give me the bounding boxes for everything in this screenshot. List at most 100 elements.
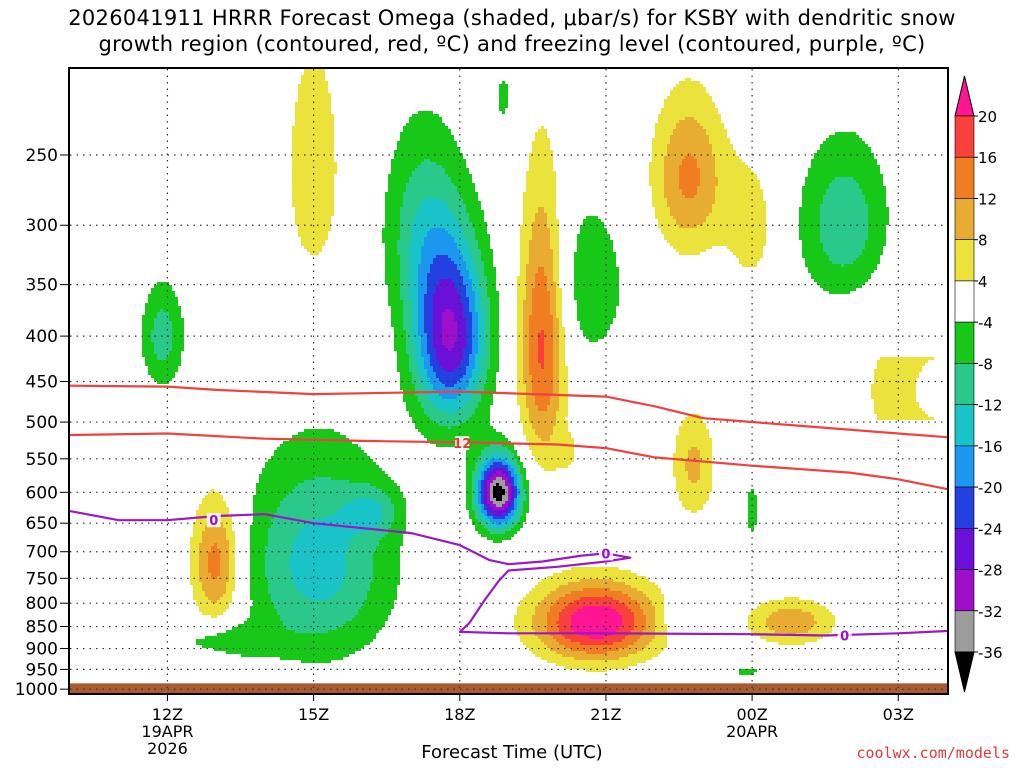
omega-cell [484,384,496,387]
omega-cell [496,471,502,474]
omega-cell [217,516,232,519]
omega-cell [436,357,463,360]
omega-cell [526,396,535,399]
omega-cell [799,222,820,225]
omega-cell [517,306,523,309]
omega-cell [220,549,229,552]
omega-cell [436,372,466,375]
omega-cell [688,456,700,459]
omega-cell [559,372,568,375]
omega-cell [694,195,715,198]
omega-cell [529,372,553,375]
omega-cell [556,282,559,285]
omega-cell [460,300,469,303]
omega-cell [706,129,727,132]
omega-cell [532,141,550,144]
omega-cell [346,552,373,555]
omega-cell [409,291,418,294]
omega-cell [556,291,562,294]
omega-cell [442,318,454,321]
omega-cell [142,327,154,330]
omega-cell [538,354,544,357]
omega-cell [172,345,184,348]
omega-cell [526,189,556,192]
omega-cell [418,429,496,432]
omega-cell [478,330,484,333]
omega-cell [532,450,574,453]
omega-cell [292,183,334,186]
omega-cell [403,192,460,195]
omega-cell [523,195,556,198]
omega-cell [448,174,472,177]
omega-cell [826,189,862,192]
omega-cell [526,294,532,297]
omega-cell [508,519,514,522]
omega-cell [646,624,655,627]
omega-cell [478,531,490,534]
omega-cell [553,354,559,357]
colorbar-segment [954,280,975,323]
omega-cell [529,315,553,318]
omega-cell [394,339,406,342]
omega-cell [466,288,472,291]
omega-cell [208,564,220,567]
omega-cell [478,276,487,279]
omega-cell [550,294,556,297]
omega-cell [172,336,184,339]
omega-cell [346,621,385,624]
y-tick-label: 900 [26,640,58,660]
omega-cell [649,168,664,171]
omega-cell [346,558,373,561]
omega-cell [520,405,526,408]
omega-cell [157,282,169,285]
omega-cell [676,435,709,438]
omega-cell [523,210,538,213]
omega-cell [427,351,436,354]
omega-cell [298,234,328,237]
omega-cell [190,552,199,555]
omega-cell [412,303,418,306]
omega-cell [391,522,406,525]
omega-cell [478,375,487,378]
omega-cell [253,510,277,513]
omega-cell [547,645,565,648]
omega-cell [511,528,520,531]
omega-cell [520,477,523,480]
omega-cell [631,597,649,600]
omega-cell [808,168,880,171]
omega-cell [190,573,199,576]
omega-cell [823,201,865,204]
omega-cell [301,75,325,78]
omega-cell [526,405,538,408]
omega-cell [475,300,481,303]
omega-cell [523,300,532,303]
omega-cell [748,525,754,528]
omega-cell [463,255,472,258]
omega-cell [193,594,205,597]
omega-cell [409,285,418,288]
omega-cell [484,498,487,501]
y-tick-label: 650 [26,514,58,534]
omega-cell [292,186,334,189]
omega-cell [418,210,451,213]
omega-cell [559,354,565,357]
omega-cell [472,348,478,351]
omega-cell [547,627,559,630]
omega-cell [820,204,868,207]
omega-cell [526,174,556,177]
omega-cell [484,354,490,357]
omega-cell [466,495,472,498]
omega-cell [535,399,550,402]
omega-cell [529,168,553,171]
omega-cell [145,357,157,360]
omega-cell [433,300,460,303]
omega-cell [664,234,766,237]
omega-cell [880,357,934,360]
omega-cell [496,504,502,507]
omega-cell [301,243,325,246]
omega-cell [484,309,490,312]
omega-cell [676,219,706,222]
colorbar-segment [954,445,975,488]
omega-cell [649,165,664,168]
omega-cell [607,651,637,654]
